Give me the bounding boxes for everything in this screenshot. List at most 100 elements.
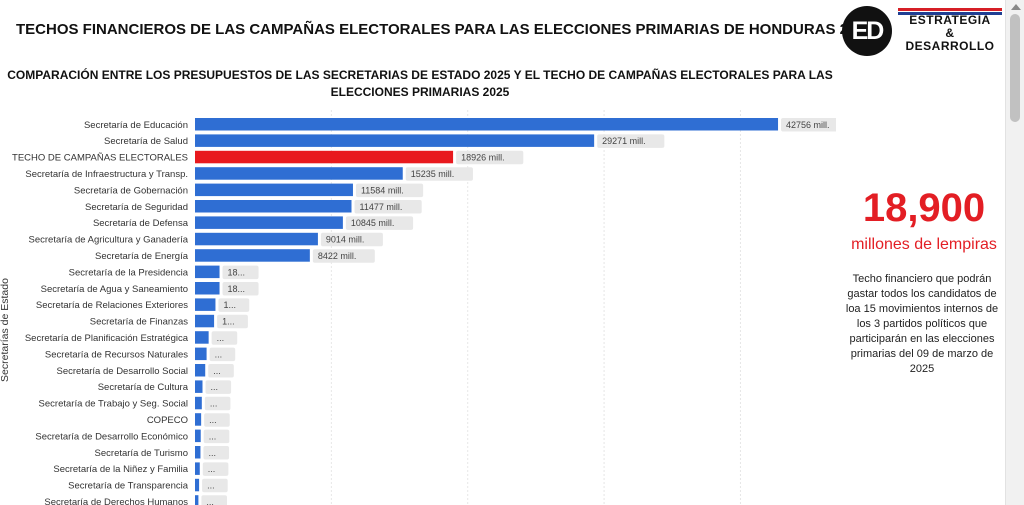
- data-label-bg: [354, 200, 422, 214]
- data-label-bg: [217, 314, 248, 329]
- data-label: 9014 mill.: [326, 235, 365, 245]
- data-label: 15235 mill.: [411, 169, 455, 179]
- data-label-bg: [211, 331, 238, 345]
- category-label: Secretaría de Educación: [84, 120, 188, 131]
- data-label-bg: [202, 478, 228, 493]
- data-label: 29271 mill.: [602, 136, 646, 146]
- data-label-bg: [312, 249, 375, 263]
- data-label-bg: [218, 298, 250, 312]
- logo-initials: ED: [842, 6, 892, 56]
- category-label: Secretaría de Cultura: [98, 382, 189, 393]
- data-bar: [195, 282, 220, 295]
- data-bar: [195, 265, 220, 279]
- category-label: Secretaría de la Niñez y Familia: [53, 464, 188, 475]
- category-label: Secretaría de Desarrollo Social: [57, 366, 188, 377]
- data-label-bg: [781, 118, 836, 132]
- data-label: 11584 mill.: [361, 185, 404, 195]
- data-label-bg: [355, 183, 424, 198]
- category-label: Secretaría de Salud: [104, 136, 188, 147]
- data-bar: [195, 314, 215, 328]
- data-label-bg: [205, 380, 232, 394]
- data-bar: [195, 429, 201, 443]
- data-bar: [195, 249, 310, 262]
- data-label: 11477 mill.: [360, 202, 403, 212]
- category-label: Secretaría de Relaciones Exteriores: [36, 300, 188, 311]
- data-bar: [195, 167, 403, 180]
- category-label: Secretaría de Derechos Humanos: [44, 497, 188, 505]
- data-label: ...: [208, 464, 216, 474]
- logo-wordmark: ESTRATEGIA & DESARROLLO: [898, 14, 1002, 53]
- highlight-description: Techo financiero que podrán gastar todos…: [845, 273, 999, 375]
- data-label: 18...: [228, 284, 246, 294]
- logo-line-3: DESARROLLO: [905, 39, 995, 53]
- data-label-bg: [320, 232, 383, 247]
- vertical-scrollbar[interactable]: [1005, 0, 1024, 505]
- data-label: ...: [209, 431, 217, 441]
- category-label: Secretaría de Desarrollo Económico: [35, 431, 188, 442]
- data-bar: [195, 347, 207, 361]
- data-bar: [195, 478, 200, 492]
- logo-line-1: ESTRATEGIA: [909, 13, 991, 27]
- data-label-bg: [204, 396, 231, 411]
- data-bar: [195, 200, 352, 213]
- data-label: 18...: [228, 267, 246, 277]
- category-label: Secretaría de la Presidencia: [69, 267, 189, 278]
- data-bar: [195, 495, 199, 505]
- category-label: TECHO DE CAMPAÑAS ELECTORALES: [12, 153, 188, 164]
- data-label: 10845 mill.: [351, 218, 395, 228]
- data-label-bg: [456, 150, 524, 165]
- data-bar: [195, 462, 200, 475]
- logo-blue-stripe: [898, 12, 1002, 15]
- data-label: ...: [215, 349, 223, 359]
- data-label: ...: [210, 399, 218, 409]
- category-label: Secretaría de Turismo: [95, 448, 188, 459]
- category-label: Secretaría de Recursos Naturales: [45, 349, 188, 360]
- data-bar: [195, 380, 203, 393]
- highlight-unit: millones de lempiras: [851, 236, 997, 253]
- data-label: ...: [208, 448, 216, 458]
- data-label: ...: [209, 415, 217, 425]
- data-label: ...: [217, 333, 225, 343]
- data-label: ...: [211, 382, 219, 392]
- data-label: 1...: [222, 317, 235, 327]
- data-label-bg: [203, 446, 230, 460]
- data-bar: [195, 216, 343, 229]
- category-label: Secretaría de Infraestructura y Transp.: [25, 169, 188, 180]
- data-bar: [195, 232, 318, 246]
- scrollbar-thumb[interactable]: [1010, 14, 1020, 122]
- data-label-bg: [201, 495, 228, 505]
- data-label-bg: [222, 265, 259, 280]
- logo-line-2: &: [945, 26, 955, 40]
- highlight-value: 18,900: [862, 186, 986, 230]
- category-label: Secretaría de Seguridad: [85, 202, 188, 213]
- data-label-bg: [209, 347, 236, 362]
- report-title: TECHOS FINANCIEROS DE LAS CAMPAÑAS ELECT…: [16, 21, 874, 38]
- data-label: ...: [206, 497, 214, 505]
- estrategia-desarrollo-logo: ED ESTRATEGIA & DESARROLLO: [842, 6, 1008, 58]
- data-label-bg: [203, 429, 230, 444]
- data-bar: [195, 134, 595, 147]
- data-label: 18926 mill.: [461, 153, 505, 163]
- budget-bar-chart: Secretaría de Educación 42756 mill. Secret…: [12, 110, 836, 505]
- scroll-up-arrow-icon[interactable]: [1011, 4, 1021, 10]
- data-label-bg: [597, 134, 665, 148]
- category-label: COPECO: [147, 415, 188, 426]
- data-bar: [195, 298, 216, 311]
- data-label: 8422 mill.: [318, 251, 357, 261]
- data-label-bg: [204, 413, 230, 427]
- data-bar: [195, 446, 201, 459]
- data-label: 1...: [223, 300, 236, 310]
- category-label: Secretaría de Agua y Saneamiento: [41, 284, 188, 295]
- data-label-bg: [222, 282, 259, 296]
- chart-title: COMPARACIÓN ENTRE LOS PRESUPUESTOS DE LA…: [7, 68, 833, 99]
- category-label: Secretaría de Transparencia: [68, 481, 189, 492]
- data-label-bg: [208, 364, 234, 378]
- data-bar: [195, 413, 202, 426]
- category-label: Secretaría de Defensa: [93, 218, 189, 229]
- data-label-bg: [345, 216, 414, 230]
- data-label-bg: [202, 462, 229, 476]
- data-bar: [195, 183, 353, 197]
- highlight-bar: [195, 150, 454, 164]
- category-label: Secretaría de Gobernación: [74, 185, 188, 196]
- data-label: ...: [207, 481, 215, 491]
